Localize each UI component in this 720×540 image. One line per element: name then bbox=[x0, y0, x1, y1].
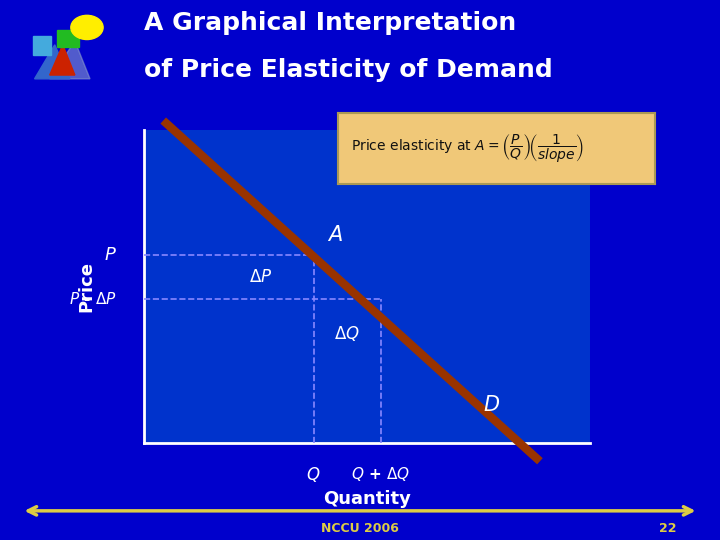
Text: Price elasticity at $A = \left(\dfrac{P}{Q}\right)\!\left(\dfrac{1}{slope}\right: Price elasticity at $A = \left(\dfrac{P}… bbox=[351, 132, 584, 165]
Polygon shape bbox=[35, 45, 70, 79]
Text: $D$: $D$ bbox=[483, 395, 500, 415]
Text: $P$ - $\Delta P$: $P$ - $\Delta P$ bbox=[69, 291, 117, 307]
Bar bbox=[32, 36, 50, 55]
Text: 22: 22 bbox=[660, 522, 677, 535]
Text: Quantity: Quantity bbox=[323, 490, 411, 508]
Text: $\Delta P$: $\Delta P$ bbox=[249, 268, 273, 286]
Text: Price: Price bbox=[77, 261, 95, 312]
Circle shape bbox=[71, 15, 103, 39]
Bar bbox=[57, 30, 79, 47]
Polygon shape bbox=[50, 41, 90, 79]
Text: A Graphical Interpretation: A Graphical Interpretation bbox=[144, 11, 516, 35]
Text: NCCU 2006: NCCU 2006 bbox=[321, 522, 399, 535]
Text: $\Delta Q$: $\Delta Q$ bbox=[334, 324, 360, 343]
Text: $A$: $A$ bbox=[327, 226, 343, 246]
Polygon shape bbox=[50, 45, 75, 75]
Text: of Price Elasticity of Demand: of Price Elasticity of Demand bbox=[144, 58, 553, 82]
Text: $Q$ + $\Delta Q$: $Q$ + $\Delta Q$ bbox=[351, 465, 410, 483]
Text: $Q$: $Q$ bbox=[307, 465, 321, 484]
Text: $P$: $P$ bbox=[104, 246, 117, 264]
